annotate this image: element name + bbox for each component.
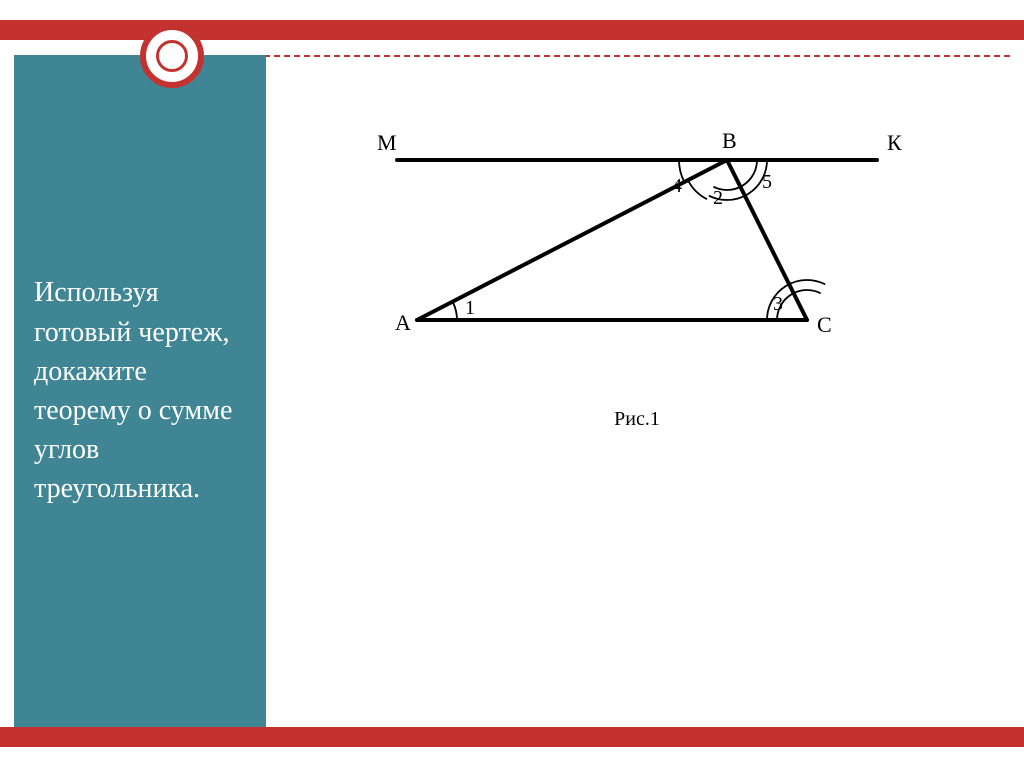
svg-text:1: 1 — [465, 297, 475, 319]
svg-text:5: 5 — [762, 171, 772, 193]
svg-text:М: М — [377, 130, 397, 155]
figure-caption: Рис.1 — [280, 408, 994, 431]
figure-area: 14253МВКАС Рис.1 — [280, 100, 994, 707]
svg-text:3: 3 — [773, 293, 783, 315]
svg-text:К: К — [887, 130, 902, 155]
decorative-ring — [140, 24, 204, 88]
decorative-ring-inner — [156, 40, 188, 72]
svg-text:А: А — [395, 310, 411, 335]
svg-text:С: С — [817, 312, 832, 337]
triangle-diagram: 14253МВКАС — [357, 100, 917, 400]
svg-text:4: 4 — [672, 175, 682, 197]
bottom-accent-bar — [0, 727, 1024, 747]
sidebar-text: Используя готовый чертеж, докажите теоре… — [34, 273, 246, 508]
svg-text:В: В — [722, 128, 737, 153]
sidebar-panel: Используя готовый чертеж, докажите теоре… — [14, 55, 266, 727]
